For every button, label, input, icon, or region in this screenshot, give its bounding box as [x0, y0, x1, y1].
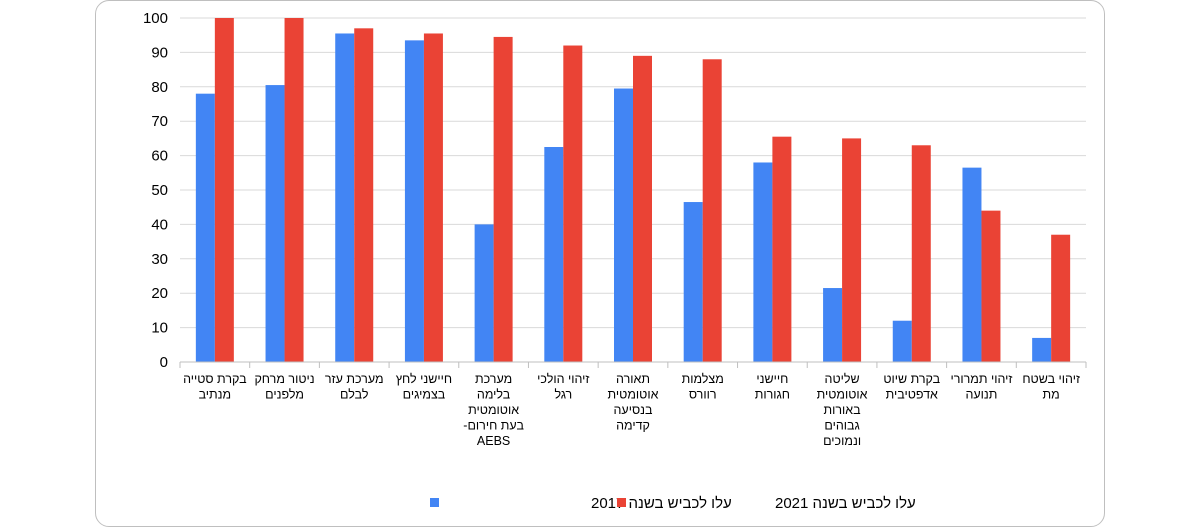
x-category-label: חיישני — [756, 372, 788, 386]
chart-frame — [95, 0, 1105, 527]
bar-2021 — [354, 28, 374, 362]
bar-2021 — [1051, 234, 1071, 362]
x-category-label: גבוהים — [824, 419, 859, 433]
x-category-label: אוטומטית — [468, 403, 519, 417]
x-category-label: ונמוכים — [823, 434, 861, 448]
x-category-label: באורות — [824, 403, 862, 417]
bar-2017 — [404, 40, 424, 363]
x-category-label: רוורס — [689, 388, 717, 402]
x-category-label: אדפטיבית — [886, 388, 938, 402]
y-tick-label: 60 — [151, 148, 168, 165]
bar-2021 — [911, 145, 931, 362]
x-category-label: מערכת עזר — [325, 372, 384, 386]
y-tick-label: 30 — [151, 251, 168, 268]
x-category-label: זיהוי תמרורי — [950, 372, 1012, 386]
x-category-label: זיהוי בשטח — [1022, 372, 1080, 386]
bar-2021 — [633, 55, 652, 363]
x-category-label: בלימה — [477, 388, 511, 402]
x-category-label: בצמיגים — [403, 388, 446, 402]
x-category-label: חיישני לחץ — [396, 372, 452, 386]
x-category-label: מנתיב — [199, 388, 232, 402]
y-tick-label: 100 — [143, 10, 168, 27]
bar-2017 — [265, 85, 285, 362]
y-tick-label: 10 — [151, 320, 168, 337]
x-axis-categories: בקרת סטייה מנתיב ניטור מרחק מלפנים מערכת עזר… — [183, 372, 1080, 448]
bar-2017 — [683, 202, 703, 362]
y-tick-label: 50 — [151, 182, 168, 199]
y-tick-label: 40 — [151, 216, 168, 233]
x-category-label: בקרת סטייה — [183, 372, 247, 386]
x-category-label: זיהוי הולכי — [537, 372, 589, 386]
x-category-label: בקרת שיוט — [883, 372, 940, 386]
bar-2021 — [702, 59, 722, 362]
x-category-label: אוטומטית — [817, 388, 868, 402]
x-category-label: תאורה — [616, 372, 650, 386]
legend-label-2017: עלו לכביש בשנה 2017 — [591, 495, 732, 512]
bar-2017 — [1032, 337, 1052, 362]
x-category-label: לבלם — [340, 388, 369, 402]
y-axis-ticks: 0 10 20 30 40 50 60 70 80 90 100 — [143, 10, 168, 371]
legend: עלו לכביש בשנה 2017 עלו לכביש בשנה 2021 — [430, 495, 916, 512]
x-category-label: ניטור מרחק — [254, 372, 314, 386]
x-category-label: מלפנים — [265, 388, 304, 402]
x-category-label: מערכת — [475, 372, 512, 386]
y-tick-label: 70 — [151, 113, 168, 130]
bar-2021 — [214, 18, 234, 362]
bar-2017 — [962, 167, 982, 362]
gridlines — [180, 17, 1086, 329]
bar-2021 — [842, 138, 862, 362]
y-tick-label: 20 — [151, 285, 168, 302]
x-category-label: שליטה — [825, 372, 860, 386]
bar-2021 — [981, 210, 1001, 362]
bar-2017 — [823, 288, 843, 362]
bar-2021 — [423, 33, 443, 362]
bars — [195, 18, 1071, 363]
x-category-label: מת — [1043, 388, 1060, 402]
y-tick-label: 0 — [160, 354, 168, 371]
bar-2017 — [195, 93, 215, 363]
bar-2017 — [335, 33, 355, 362]
x-category-label: חגורות — [755, 388, 790, 402]
x-category-label: רגל — [554, 388, 572, 402]
bar-2021 — [493, 36, 513, 363]
bar-2017 — [753, 162, 773, 362]
legend-swatch-2021 — [617, 498, 626, 507]
bar-2017 — [614, 88, 633, 363]
x-category-label: תנועה — [965, 388, 997, 402]
y-tick-label: 90 — [151, 44, 168, 61]
bar-2021 — [563, 45, 583, 363]
legend-swatch-2017 — [430, 498, 439, 507]
y-tick-label: 80 — [151, 79, 168, 96]
bar-2021 — [772, 136, 792, 362]
x-category-label: AEBS — [477, 434, 510, 448]
bar-2017 — [892, 320, 912, 362]
bar-2021 — [284, 18, 304, 362]
bar-2017 — [544, 147, 564, 362]
bar-2017 — [474, 224, 494, 362]
x-category-label: מצלמות — [682, 372, 724, 386]
x-category-label: בנסיעה — [614, 403, 654, 417]
x-category-label: בעת חירום- — [463, 419, 524, 433]
x-category-label: קדימה — [616, 419, 650, 433]
x-category-label: אוטומטית — [608, 388, 659, 402]
legend-label-2021: עלו לכביש בשנה 2021 — [775, 495, 916, 512]
